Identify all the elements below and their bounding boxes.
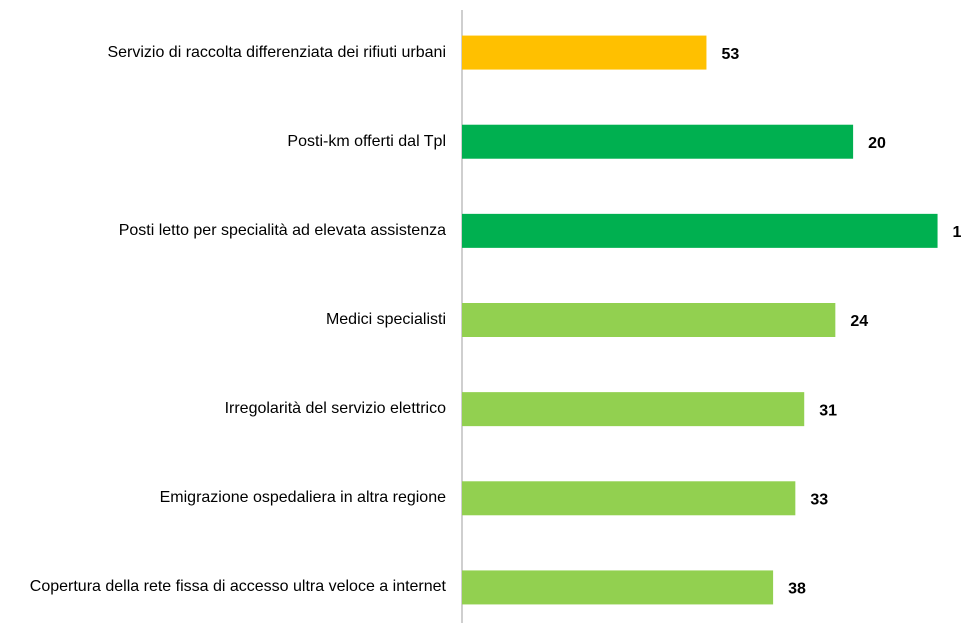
value-label: 38 (788, 581, 806, 598)
category-label: Copertura della rete fissa di accesso ul… (29, 578, 446, 596)
bar (462, 124, 854, 159)
bar (462, 303, 836, 337)
bar (462, 481, 796, 516)
category-label-box: Servizio di raccolta differenziata dei r… (0, 23, 446, 83)
category-label-box: Posti letto per specialità ad elevata as… (0, 201, 446, 261)
value-label: 31 (819, 402, 837, 419)
bar (462, 392, 805, 427)
category-label: Emigrazione ospedaliera in altra regione (159, 489, 446, 507)
category-label-box: Posti-km offerti dal Tpl (0, 112, 446, 172)
category-label: Servizio di raccolta differenziata dei r… (107, 43, 446, 61)
value-label: 24 (850, 313, 868, 330)
value-label: 53 (721, 46, 739, 63)
bar (462, 35, 707, 70)
category-label-box: Medici specialisti (0, 290, 446, 350)
category-label: Posti-km offerti dal Tpl (287, 132, 446, 150)
category-label: Posti letto per specialità ad elevata as… (118, 221, 446, 239)
bar (462, 213, 938, 248)
value-label: 1 (953, 224, 962, 241)
category-label-box: Emigrazione ospedaliera in altra regione (0, 468, 446, 528)
value-label: 20 (868, 135, 886, 152)
category-label-box: Copertura della rete fissa di accesso ul… (0, 557, 446, 617)
category-label: Medici specialisti (325, 311, 446, 328)
bar (462, 570, 774, 605)
category-label-box: Irregolarità del servizio elettrico (0, 379, 446, 439)
value-label: 33 (810, 492, 828, 509)
category-label: Irregolarità del servizio elettrico (224, 400, 446, 418)
